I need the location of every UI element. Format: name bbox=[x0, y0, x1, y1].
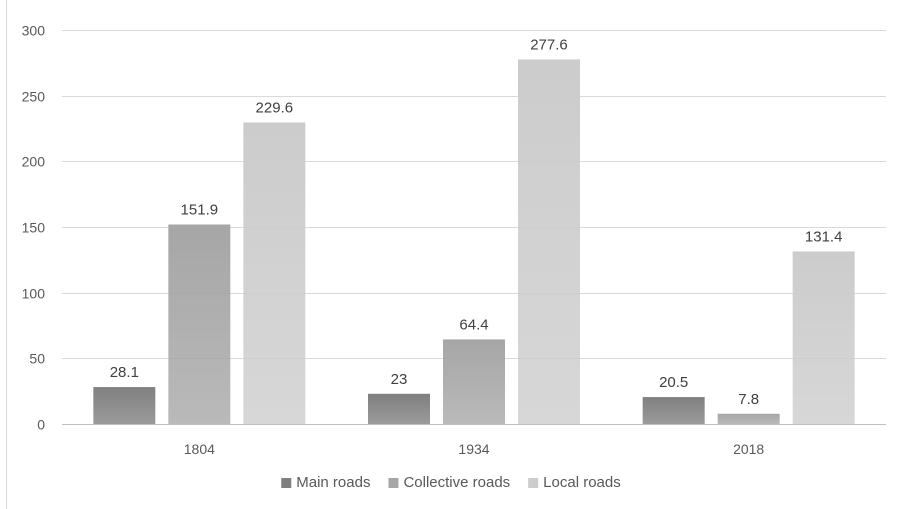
bars bbox=[93, 59, 855, 424]
x-tick-label-1804: 1804 bbox=[184, 441, 215, 457]
data-label-2018-collective-roads: 7.8 bbox=[738, 391, 759, 408]
data-label-2018-local-roads: 131.4 bbox=[805, 228, 843, 245]
data-labels: 28.1 151.9 229.6 23 64.4 277.6 20.5 7.8 131.4 bbox=[110, 36, 843, 407]
bar-1804-local-roads bbox=[243, 122, 306, 424]
x-tick-label-2018: 2018 bbox=[733, 441, 764, 457]
bar-1934-main-roads bbox=[368, 393, 430, 424]
data-label-1934-main-roads: 23 bbox=[391, 371, 408, 388]
legend: Main roads Collective roads Local roads bbox=[281, 474, 621, 491]
bar-2018-collective-roads bbox=[717, 413, 780, 424]
bar-1934-collective-roads bbox=[443, 339, 505, 424]
legend-swatch-local-roads bbox=[528, 478, 539, 488]
legend-swatch-main-roads bbox=[281, 478, 292, 488]
data-label-2018-main-roads: 20.5 bbox=[659, 374, 688, 391]
x-tick-label-1934: 1934 bbox=[458, 441, 489, 457]
bar-2018-main-roads bbox=[642, 397, 705, 424]
legend-label-main-roads: Main roads bbox=[296, 474, 370, 491]
x-axis-ticks: 1804 1934 2018 bbox=[184, 441, 765, 457]
y-tick-label-150: 150 bbox=[22, 220, 46, 236]
data-label-1804-main-roads: 28.1 bbox=[110, 364, 139, 381]
bar-1804-collective-roads bbox=[168, 224, 231, 424]
y-tick-label-250: 250 bbox=[22, 89, 46, 105]
y-tick-label-0: 0 bbox=[37, 417, 45, 433]
data-label-1934-local-roads: 277.6 bbox=[530, 36, 568, 53]
bar-1804-main-roads bbox=[93, 387, 156, 424]
y-tick-label-200: 200 bbox=[22, 154, 46, 170]
legend-label-local-roads: Local roads bbox=[543, 474, 621, 491]
data-label-1804-local-roads: 229.6 bbox=[256, 99, 294, 116]
bar-1934-local-roads bbox=[518, 59, 580, 424]
legend-label-collective-roads: Collective roads bbox=[403, 474, 510, 491]
legend-swatch-collective-roads bbox=[388, 478, 399, 488]
y-tick-label-100: 100 bbox=[22, 286, 46, 302]
y-axis-ticks: 0 50 100 150 200 250 300 bbox=[22, 23, 46, 433]
data-label-1934-collective-roads: 64.4 bbox=[459, 316, 488, 333]
y-tick-label-50: 50 bbox=[29, 351, 45, 367]
y-tick-label-300: 300 bbox=[22, 23, 46, 39]
data-label-1804-collective-roads: 151.9 bbox=[181, 202, 219, 219]
bar-2018-local-roads bbox=[792, 251, 855, 424]
